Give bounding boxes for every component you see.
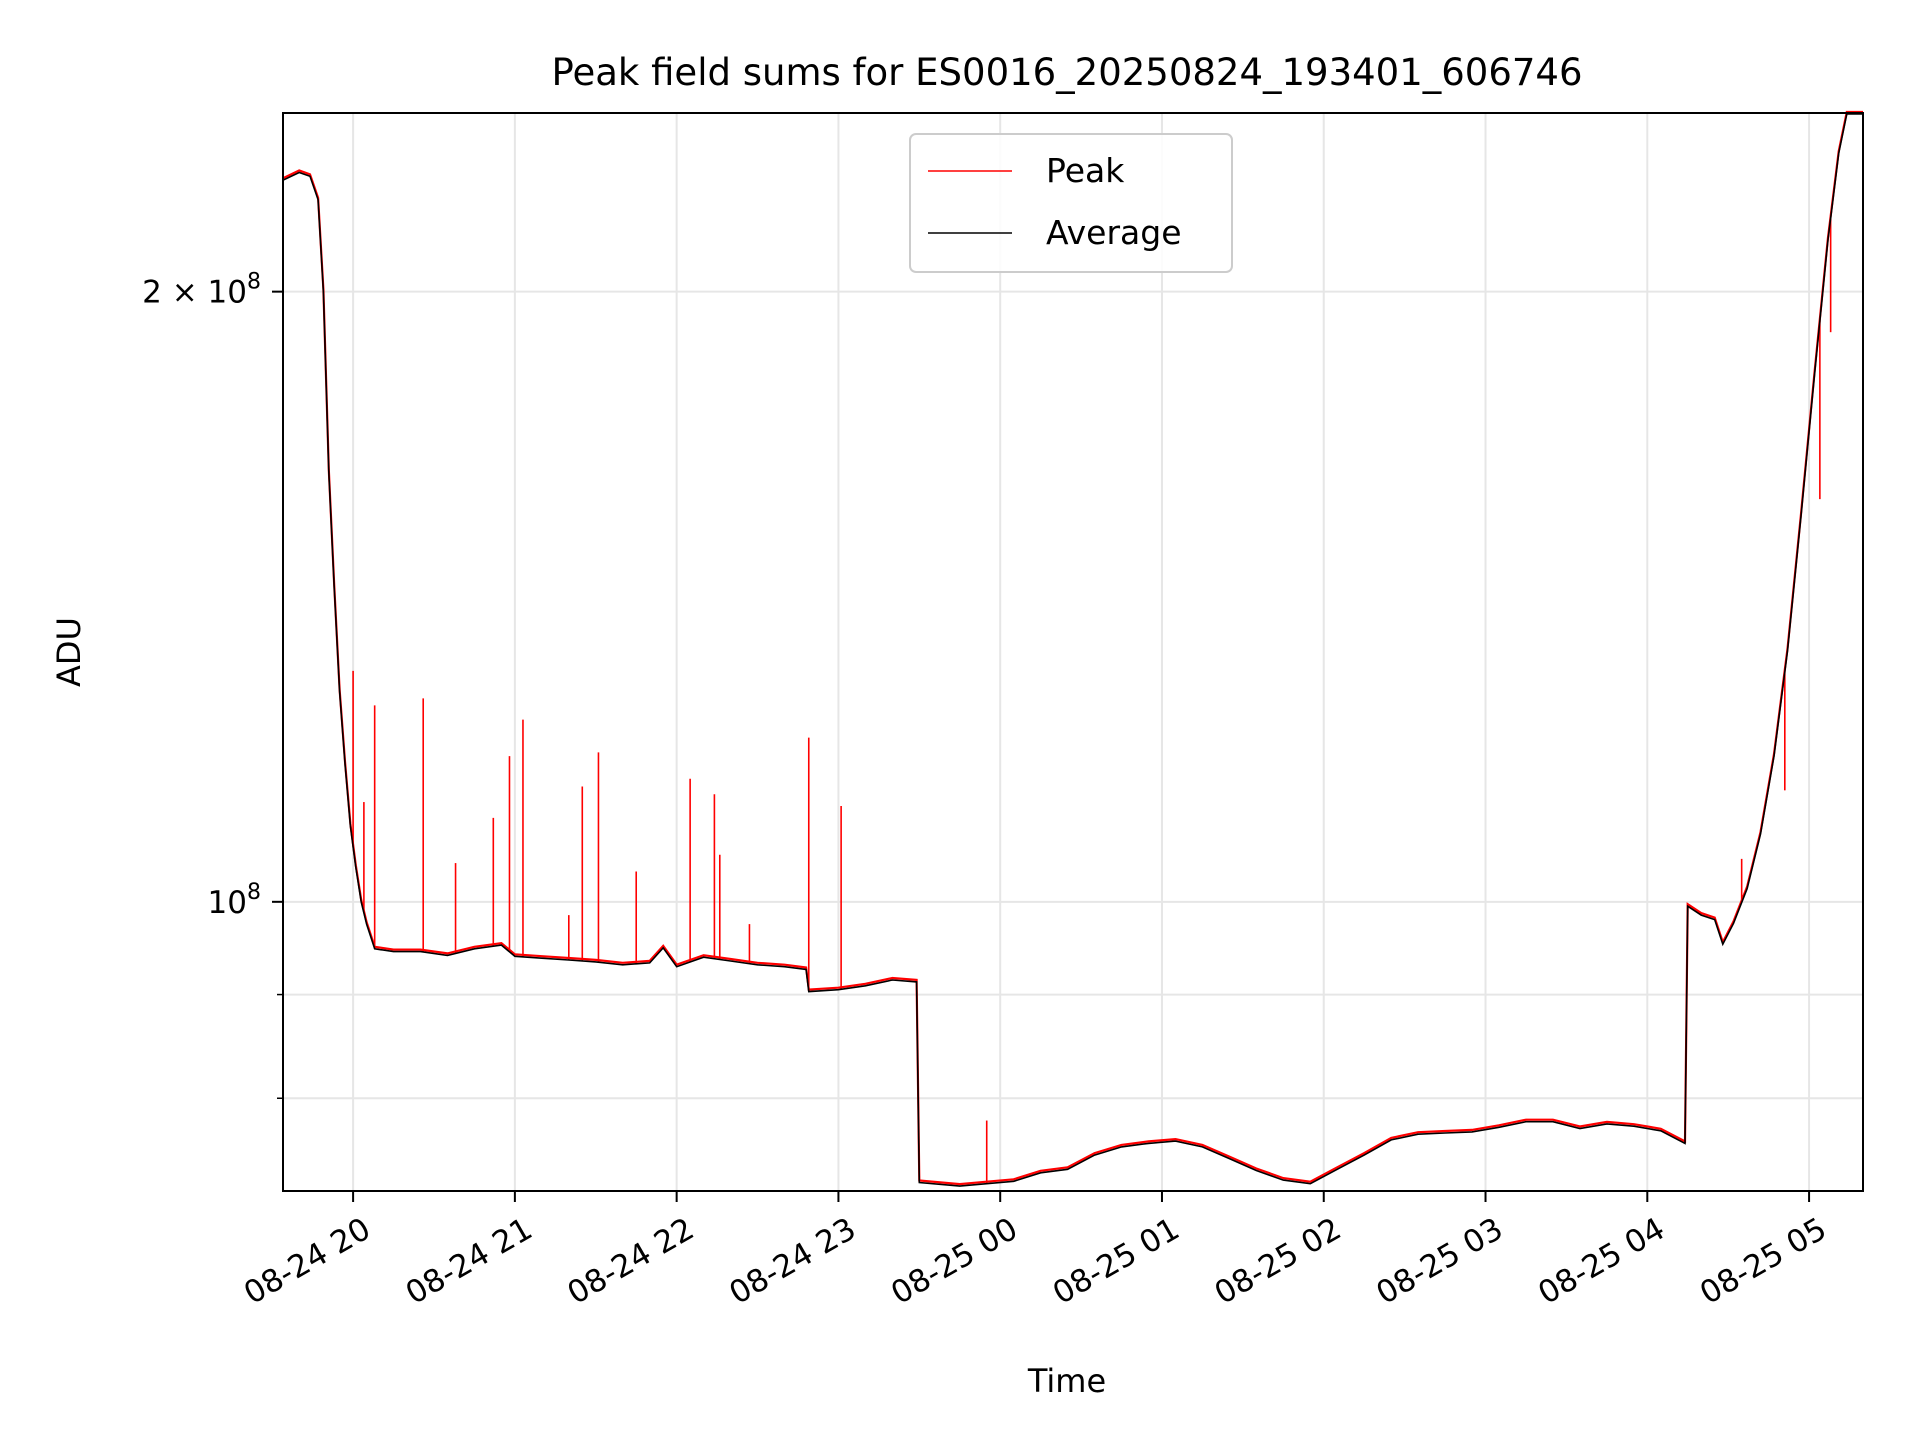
x-axis-label: Time	[1027, 1362, 1106, 1400]
series-average-line	[282, 113, 1863, 1187]
chart-title: Peak field sums for ES0016_20250824_1934…	[552, 51, 1583, 94]
series-peak-line	[282, 110, 1863, 1186]
axes-frame	[282, 112, 1864, 1192]
y-tick-label: 2 × 108	[142, 270, 261, 311]
y-axis: 108 2 × 108	[142, 270, 283, 1100]
grid	[283, 113, 1863, 1191]
legend-peak-label: Peak	[1046, 151, 1125, 190]
y-axis-label: ADU	[50, 617, 88, 687]
legend: Peak Average	[909, 133, 1233, 273]
y-tick-label: 108	[208, 880, 261, 921]
legend-box	[909, 133, 1233, 273]
legend-average-label: Average	[1046, 213, 1182, 252]
series-layer	[282, 110, 1863, 1187]
